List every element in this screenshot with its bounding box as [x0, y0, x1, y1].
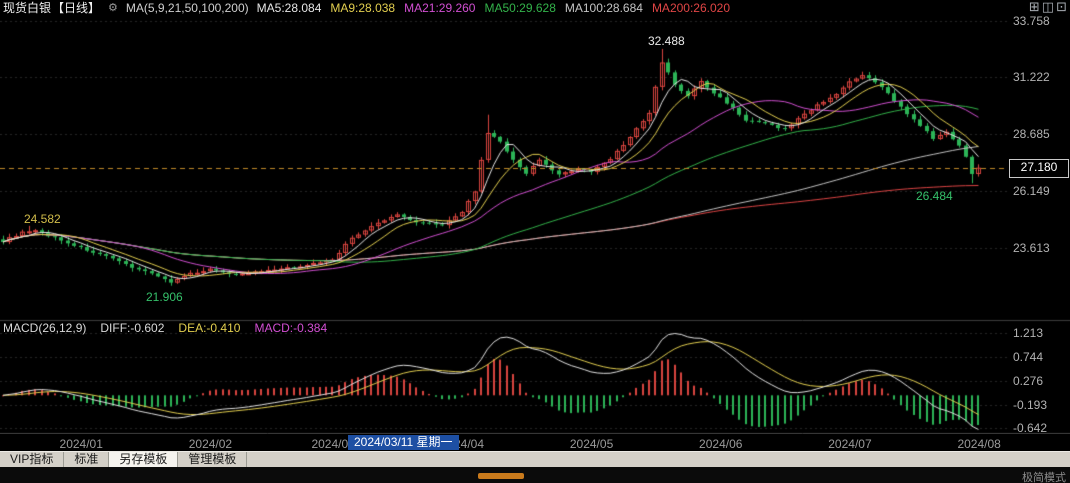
- macd-axis-label: 0.276: [1013, 374, 1044, 389]
- x-axis-month-label: 2024/01: [59, 437, 103, 451]
- tab-管理模板[interactable]: 管理模板: [178, 452, 248, 468]
- tab-bar: VIP指标 标准 另存模板 管理模板: [0, 451, 1070, 468]
- ma-value-label: MA9:28.038: [330, 1, 396, 15]
- ma-value-label: MA5:28.084: [256, 1, 322, 15]
- x-axis-month-label: 2024/03: [311, 437, 355, 451]
- selected-date-label: 2024/03/11 星期一: [348, 435, 459, 450]
- ma-value-label: MA50:29.628: [484, 1, 556, 15]
- period-label: 【日线】: [52, 1, 101, 15]
- window-icons: ⊞ ◫ ⊡: [1029, 0, 1067, 14]
- price-extreme-label: 24.582: [24, 211, 61, 226]
- ma-value-label: MA200:26.020: [651, 1, 730, 15]
- x-axis-month-label: 2024/08: [957, 437, 1001, 451]
- layout-grid-icon[interactable]: ⊞: [1028, 0, 1040, 14]
- candlestick-chart-canvas[interactable]: [0, 0, 1070, 434]
- ma-value-label: MA100:28.684: [564, 1, 643, 15]
- macd-axis-label: -0.193: [1013, 398, 1048, 413]
- x-axis-month-label: 2024/05: [569, 437, 614, 451]
- price-extreme-label: 26.484: [916, 189, 953, 204]
- x-axis-month-label: 2024/07: [828, 437, 872, 451]
- price-axis-label: 23.613: [1013, 240, 1050, 255]
- bottom-scrollbar: 极简模式: [0, 467, 1070, 483]
- macd-params-label: MACD(26,12,9): [3, 321, 87, 335]
- tab-另存模板[interactable]: 另存模板: [109, 452, 179, 468]
- layout-split-icon[interactable]: ◫: [1041, 0, 1055, 14]
- footer-partial-text: 极简模式: [1022, 472, 1066, 483]
- ma-group-label: MA(5,9,21,50,100,200): [125, 1, 249, 15]
- ma-value-label: MA21:29.260: [404, 1, 476, 15]
- layout-expand-icon[interactable]: ⊡: [1056, 0, 1067, 14]
- x-axis-month-label: 2024/06: [699, 437, 743, 451]
- macd-diff-value: DIFF:-0.602: [100, 321, 165, 335]
- price-axis-label: 33.758: [1013, 13, 1050, 28]
- macd-axis-label: 0.744: [1013, 350, 1044, 365]
- ma-values: MA5:28.084 MA9:28.038 MA21:29.260 MA50:29.6…: [257, 1, 730, 16]
- scrollbar-thumb[interactable]: [478, 473, 524, 479]
- macd-dea-value: DEA:-0.410: [178, 321, 241, 335]
- chart-header: 现货白银 【日线】 ⚙ MA(5,9,21,50,100,200) MA5:28.…: [3, 1, 730, 16]
- settings-gear-icon[interactable]: ⚙: [108, 2, 118, 14]
- price-extreme-label: 21.906: [146, 289, 183, 304]
- price-axis-label: 28.685: [1013, 127, 1050, 142]
- price-extreme-label: 32.488: [648, 33, 685, 48]
- x-axis-month-label: 2024/02: [188, 437, 233, 451]
- macd-axis-label: -0.642: [1013, 421, 1048, 436]
- macd-macd-value: MACD:-0.384: [254, 321, 328, 335]
- tab-标准[interactable]: 标准: [64, 452, 110, 468]
- last-price-box: 27.180: [1009, 158, 1069, 178]
- price-axis-label: 31.222: [1013, 70, 1050, 85]
- symbol-period-group: 现货白银 【日线】: [3, 1, 100, 16]
- symbol-name: 现货白银: [3, 1, 52, 15]
- tab-VIP指标[interactable]: VIP指标: [0, 452, 65, 468]
- macd-axis-label: 1.213: [1013, 326, 1044, 341]
- price-axis-label: 26.149: [1013, 183, 1050, 198]
- macd-header: MACD(26,12,9) DIFF:-0.602 DEA:-0.410 MAC…: [3, 321, 327, 335]
